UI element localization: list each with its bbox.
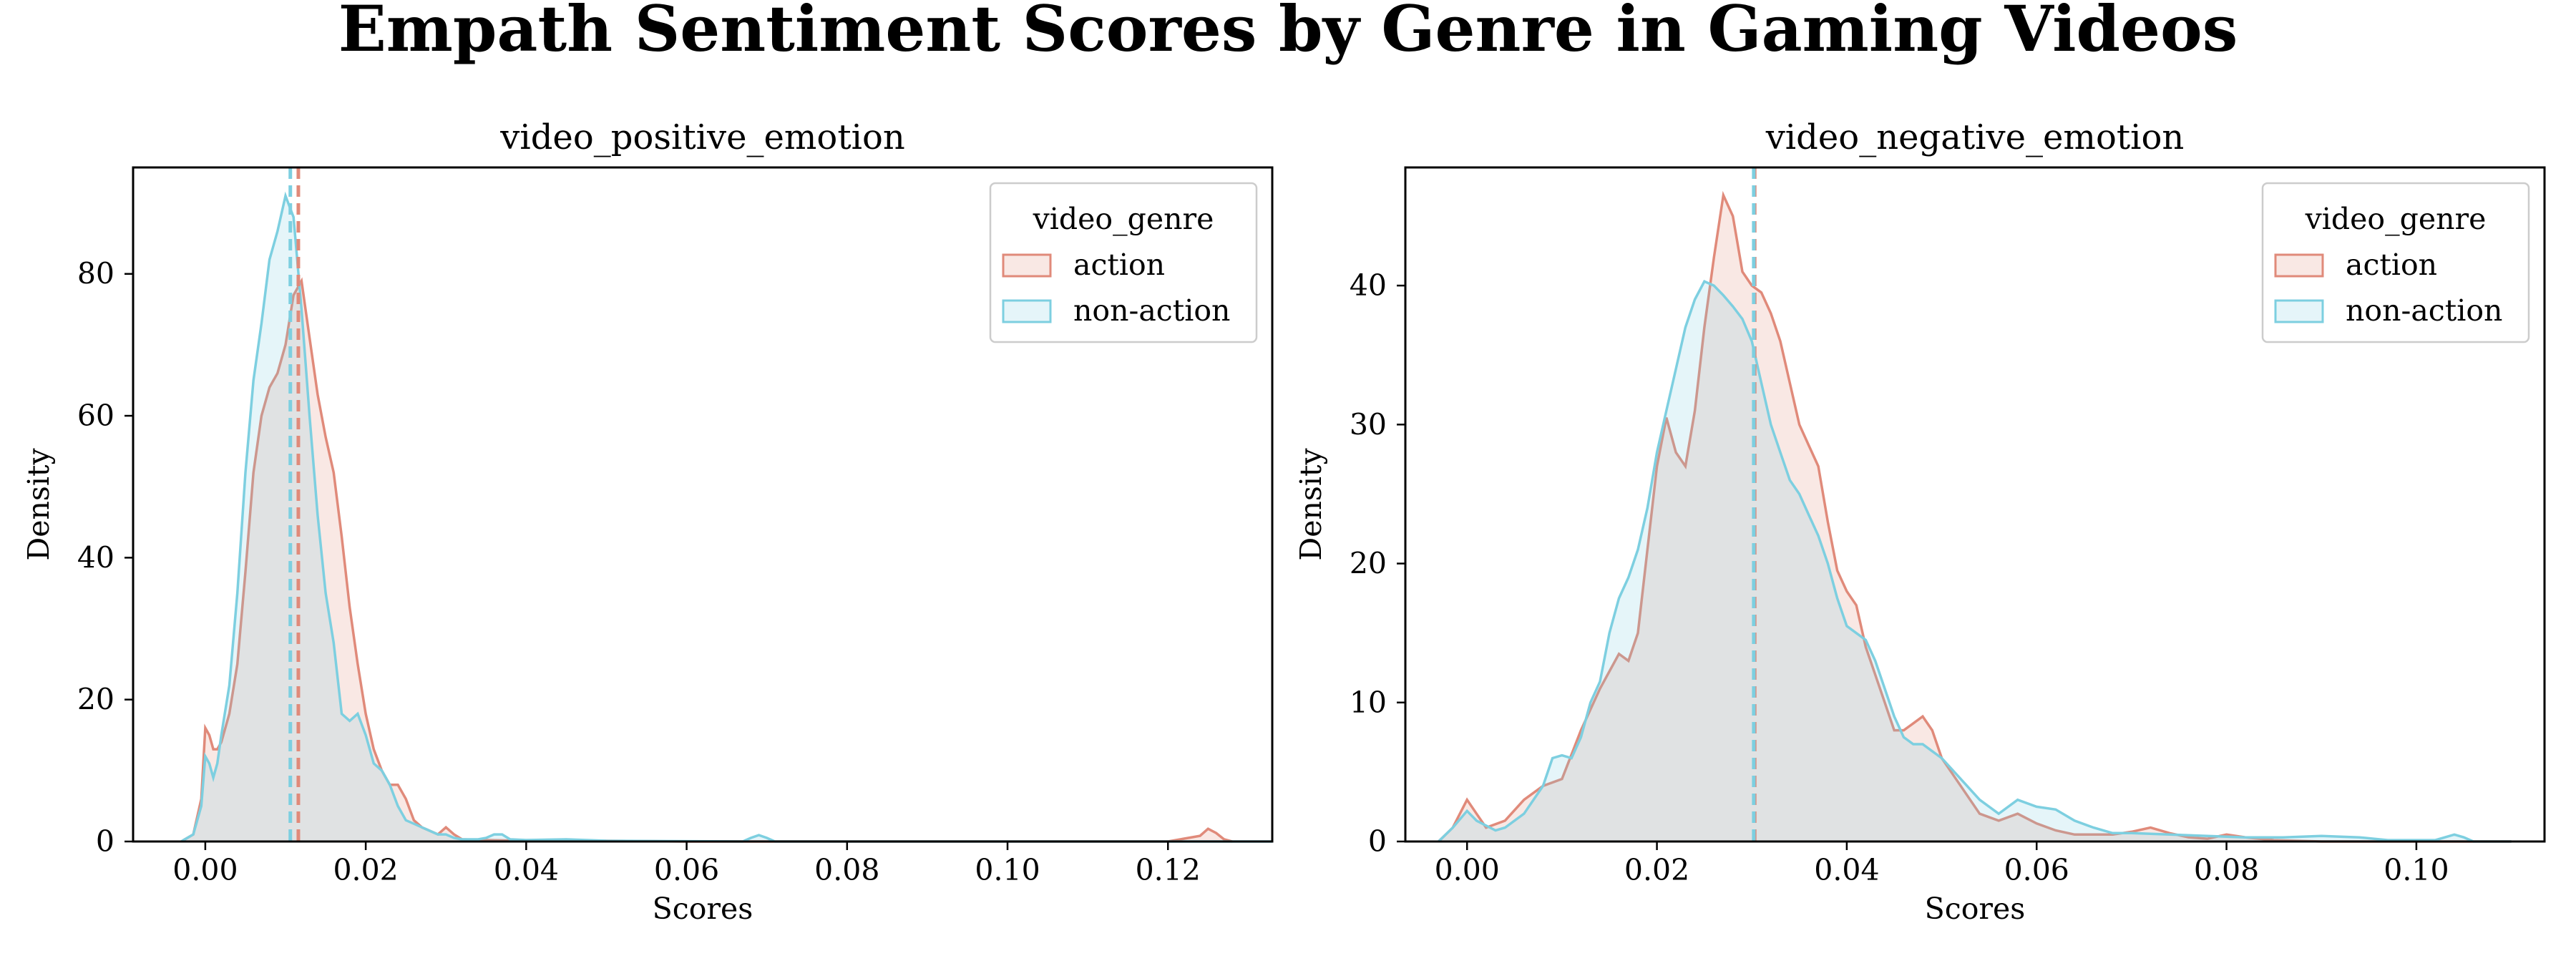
- y-tick-label: 0: [96, 824, 114, 859]
- density-area-non-action: [1438, 281, 2512, 841]
- x-tick-label: 0.08: [2194, 853, 2259, 887]
- y-tick-label: 80: [77, 257, 114, 291]
- legend-swatch-non-action: [2274, 299, 2324, 323]
- density-line-non-action: [180, 191, 1272, 843]
- x-tick-label: 0.00: [1435, 853, 1500, 887]
- x-tick-label: 0.04: [494, 853, 559, 887]
- x-tick-label: 0.02: [333, 853, 398, 887]
- x-tick-label: 0.06: [654, 853, 719, 887]
- y-tick-label: 0: [1368, 824, 1387, 859]
- plot-frame: [1404, 166, 2546, 843]
- legend-box: [989, 182, 1258, 343]
- legend-label-non-action: non-action: [2346, 293, 2502, 328]
- x-tick-label: 0.10: [2384, 853, 2449, 887]
- density-line-non-action: [1438, 280, 2512, 843]
- density-area-action: [1438, 195, 2512, 841]
- legend-title: video_genre: [2305, 202, 2487, 236]
- legend-box: [2261, 182, 2530, 343]
- x-tick-label: 0.12: [1136, 853, 1201, 887]
- density-area-action: [181, 280, 1232, 841]
- panel-2: 0.00 0.02 0.04 0.06 0.08 0.10 0 10 20 30 40 video_n…: [1294, 117, 2546, 926]
- y-axis-label: Density: [21, 448, 56, 561]
- y-tick-label: 40: [1350, 268, 1387, 303]
- legend-swatch-action: [1002, 253, 1052, 278]
- density-line-action: [1438, 190, 2512, 843]
- legend-label-non-action: non-action: [1073, 293, 1230, 328]
- x-axis-label: Scores: [1925, 892, 2026, 926]
- panel-title: video_negative_emotion: [1765, 117, 2185, 157]
- legend-swatch-action: [2274, 253, 2324, 278]
- x-tick-label: 0.06: [2004, 853, 2069, 887]
- y-axis-label: Density: [1294, 448, 1328, 561]
- panel-title: video_positive_emotion: [499, 117, 905, 157]
- y-tick-label: 30: [1350, 407, 1387, 441]
- legend-label-action: action: [2346, 248, 2437, 282]
- x-tick-label: 0.00: [172, 853, 238, 887]
- y-tick-label: 60: [77, 399, 114, 433]
- x-axis-label: Scores: [653, 892, 753, 926]
- figure-title: Empath Sentiment Scores by Genre in Gami…: [338, 0, 2238, 66]
- x-tick-label: 0.04: [1814, 853, 1879, 887]
- y-tick-label: 10: [1350, 686, 1387, 720]
- y-tick-label: 20: [77, 683, 114, 717]
- legend-swatch-non-action: [1002, 299, 1052, 323]
- plot-frame: [132, 166, 1274, 843]
- x-tick-label: 0.08: [814, 853, 879, 887]
- y-tick-label: 40: [77, 540, 114, 575]
- x-tick-label: 0.02: [1624, 853, 1689, 887]
- legend-label-action: action: [1073, 248, 1165, 282]
- y-tick-label: 20: [1350, 547, 1387, 581]
- panel-1: 0.00 0.02 0.04 0.06 0.08 0.10 0.12 0 20 40 60 80 vid…: [21, 117, 1274, 926]
- legend-title: video_genre: [1033, 202, 1214, 236]
- x-tick-label: 0.10: [975, 853, 1040, 887]
